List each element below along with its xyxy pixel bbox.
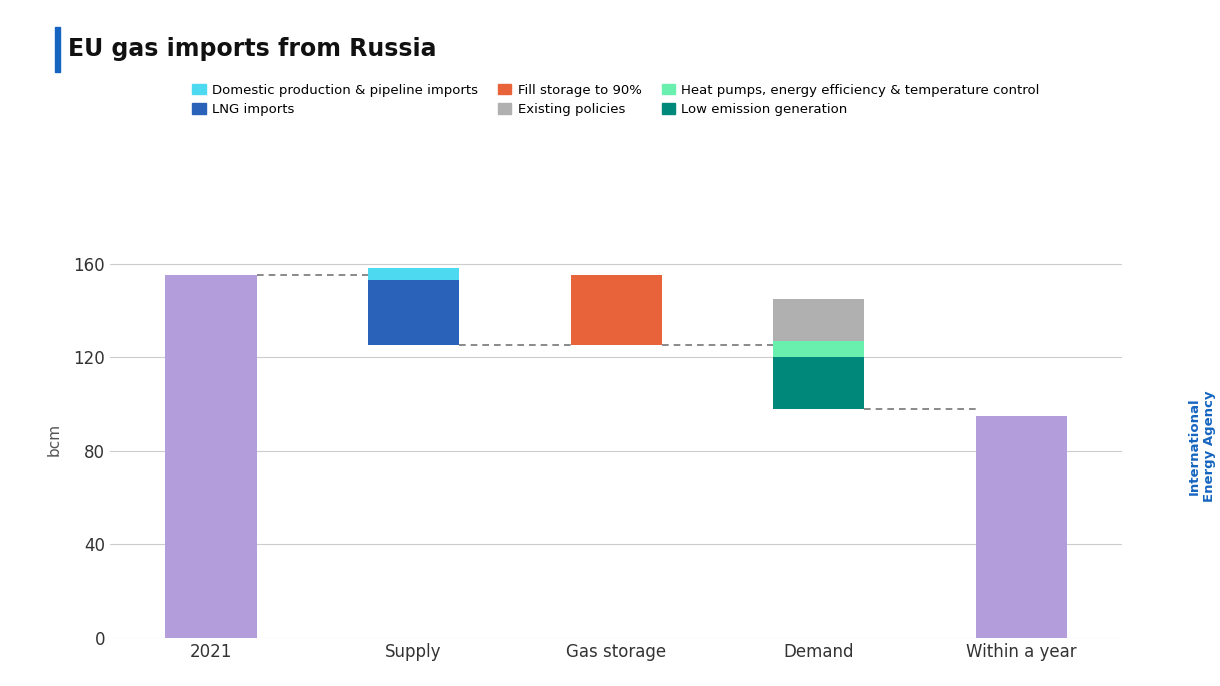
Bar bbox=[368, 268, 459, 280]
Text: International
Energy Agency: International Energy Agency bbox=[1188, 390, 1215, 501]
Bar bbox=[773, 357, 864, 409]
Bar bbox=[571, 275, 661, 346]
Bar bbox=[976, 416, 1066, 638]
Bar bbox=[773, 298, 864, 341]
Y-axis label: bcm: bcm bbox=[48, 423, 62, 456]
Legend: Domestic production & pipeline imports, LNG imports, Fill storage to 90%, Existi: Domestic production & pipeline imports, … bbox=[189, 80, 1043, 120]
Bar bbox=[773, 341, 864, 357]
Bar bbox=[166, 275, 256, 638]
Bar bbox=[368, 280, 459, 346]
Text: EU gas imports from Russia: EU gas imports from Russia bbox=[68, 38, 437, 61]
